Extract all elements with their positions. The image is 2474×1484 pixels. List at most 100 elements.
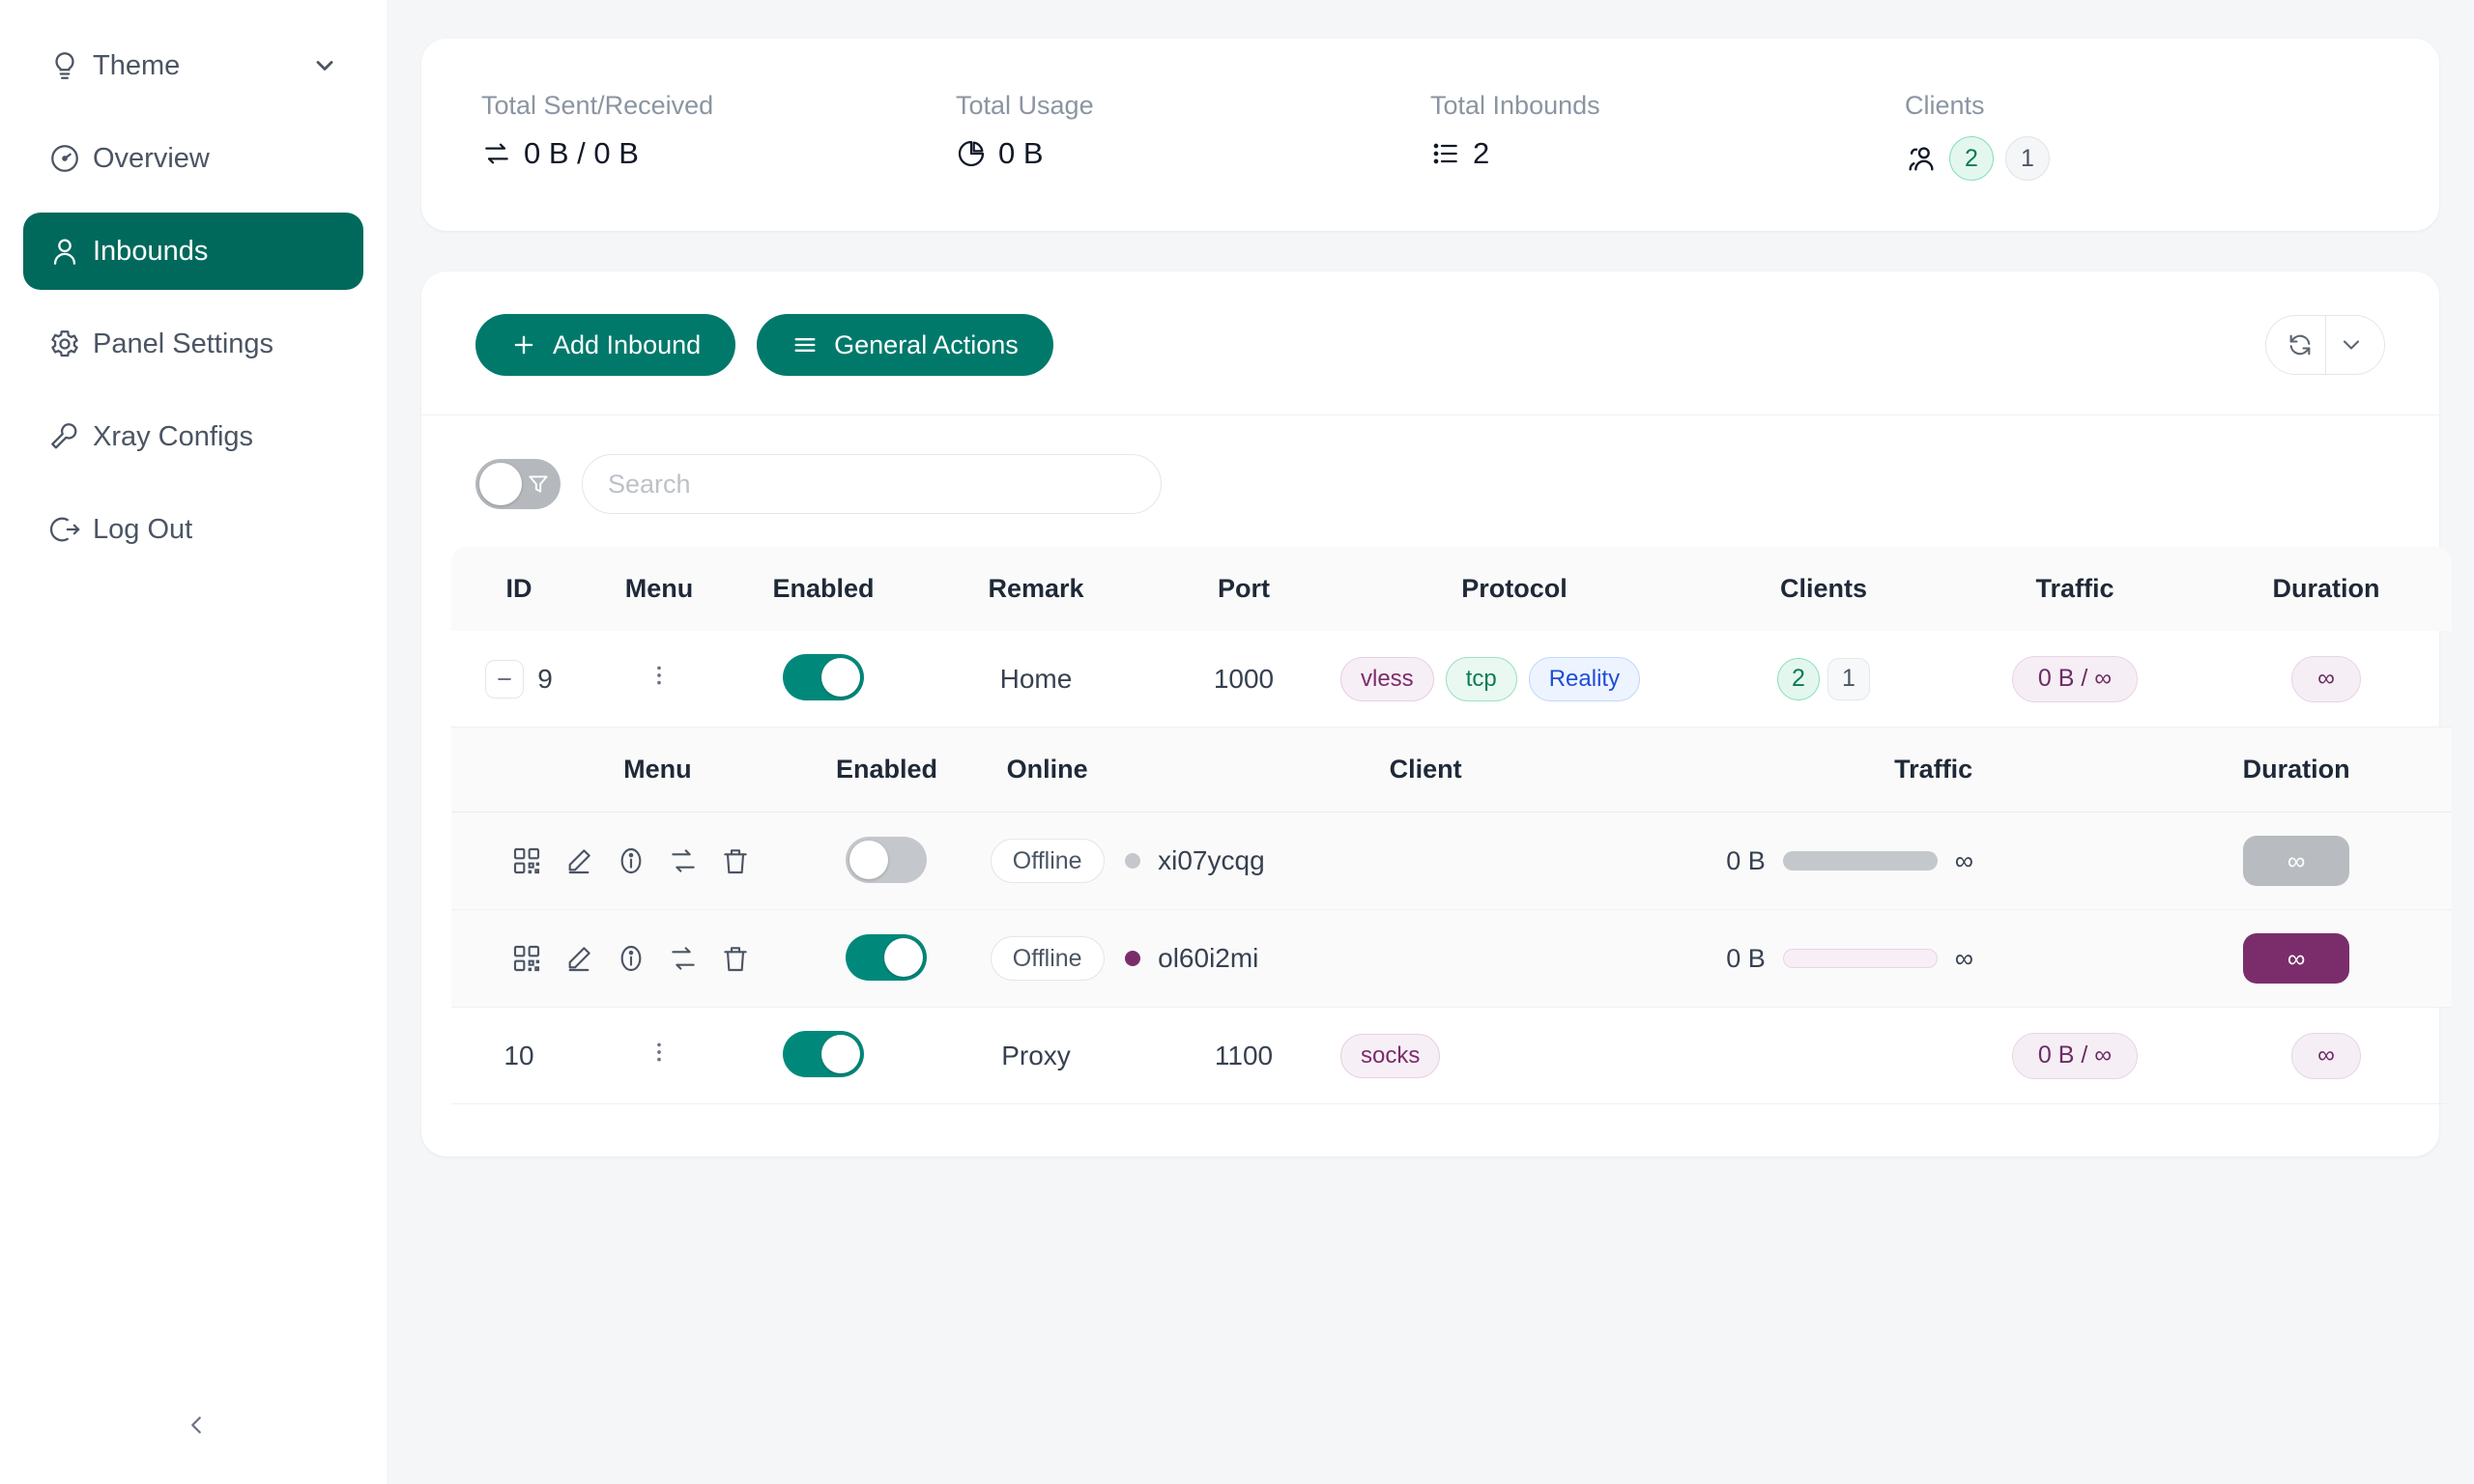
clients-total-badge[interactable]: 1: [1827, 657, 1870, 700]
cell-duration: ∞: [2201, 631, 2452, 728]
cell-clients: 2 1: [1698, 631, 1949, 728]
cell-client-online: Offline: [969, 909, 1126, 1008]
clients-online-badge[interactable]: 2: [1777, 657, 1820, 700]
pie-chart-icon: [956, 138, 987, 169]
expanded-clients-cell: Menu Enabled Online Client Traffic Durat…: [451, 728, 2452, 1008]
qrcode-icon[interactable]: [511, 943, 542, 974]
stat-value: 0 B: [998, 136, 1044, 170]
duration-badge: ∞: [2291, 655, 2361, 702]
sidebar-item-panel-settings[interactable]: Panel Settings: [23, 305, 363, 383]
refresh-options-dropdown[interactable]: [2325, 315, 2385, 375]
kebab-icon[interactable]: [647, 1038, 672, 1067]
protocol-tag: socks: [1340, 1033, 1441, 1078]
cell-traffic: 0 B / ∞: [1949, 631, 2201, 728]
table-header-row: ID Menu Enabled Remark Port Protocol Cli…: [451, 547, 2452, 631]
stat-value-row: 2: [1430, 136, 1905, 171]
reset-icon[interactable]: [668, 943, 699, 974]
column-header-client-traffic: Traffic: [1726, 728, 2142, 813]
column-header-duration[interactable]: Duration: [2201, 547, 2452, 631]
cell-remark: Home: [915, 631, 1157, 728]
client-row[interactable]: Offline ol60i2mi: [451, 909, 2452, 1008]
column-header-traffic[interactable]: Traffic: [1949, 547, 2201, 631]
column-header-port[interactable]: Port: [1157, 547, 1331, 631]
toolbar-actions: [2265, 315, 2385, 375]
client-enabled-toggle[interactable]: [846, 933, 928, 981]
sidebar-item-inbounds[interactable]: Inbounds: [23, 213, 363, 290]
protocol-tag: tcp: [1445, 656, 1517, 701]
sidebar-item-label: Inbounds: [93, 235, 209, 267]
cell-client-actions: [451, 909, 804, 1008]
client-row[interactable]: Offline xi07ycqg: [451, 812, 2452, 910]
transfer-icon: [481, 138, 512, 169]
column-header-protocol[interactable]: Protocol: [1331, 547, 1698, 631]
reset-icon[interactable]: [668, 845, 699, 876]
chevron-down-icon[interactable]: [311, 52, 338, 79]
add-inbound-button[interactable]: Add Inbound: [475, 314, 736, 376]
cell-client-traffic: 0 B ∞: [1726, 812, 2142, 910]
stat-value: 2: [1473, 136, 1490, 170]
edit-icon[interactable]: [563, 845, 594, 876]
cell-client-traffic: 0 B ∞: [1726, 909, 2142, 1008]
add-inbound-label: Add Inbound: [553, 329, 702, 359]
sidebar-item-label: Log Out: [93, 513, 193, 545]
row-enabled-toggle[interactable]: [783, 654, 864, 700]
sidebar-item-label: Theme: [93, 49, 181, 81]
column-header-id[interactable]: ID: [451, 547, 587, 631]
stats-card: Total Sent/Received 0 B / 0 B Total Usag…: [421, 39, 2439, 231]
clients-header-row: Menu Enabled Online Client Traffic Durat…: [451, 728, 2452, 813]
sidebar-item-xray-configs[interactable]: Xray Configs: [23, 398, 363, 475]
status-dot-icon: [1125, 951, 1141, 966]
row-id: 9: [537, 663, 553, 694]
stat-label: Total Sent/Received: [481, 91, 714, 120]
table-row[interactable]: 9 Home 1000: [451, 631, 2452, 728]
bulb-icon: [48, 49, 93, 82]
delete-icon[interactable]: [720, 943, 751, 974]
info-icon[interactable]: [616, 943, 647, 974]
stat-total-usage: Total Usage 0 B: [956, 91, 1430, 181]
funnel-icon: [526, 471, 551, 497]
traffic-used: 0 B: [1726, 943, 1766, 973]
edit-icon[interactable]: [563, 943, 594, 974]
stat-label: Clients: [1905, 91, 1985, 120]
sidebar-item-theme[interactable]: Theme: [23, 27, 363, 104]
table-row[interactable]: 10 Proxy 1100: [451, 1008, 2452, 1104]
filter-toggle[interactable]: [475, 459, 561, 509]
sidebar-item-log-out[interactable]: Log Out: [23, 491, 363, 568]
clients-table-body: Offline xi07ycqg: [451, 812, 2452, 1008]
sidebar-item-label: Xray Configs: [93, 420, 254, 452]
clients-offline-badge[interactable]: 1: [2005, 136, 2050, 181]
client-name: ol60i2mi: [1158, 943, 1259, 973]
clients-online-badge[interactable]: 2: [1949, 136, 1994, 181]
cell-enabled: [732, 631, 915, 728]
qrcode-icon[interactable]: [511, 845, 542, 876]
client-enabled-toggle[interactable]: [846, 836, 928, 883]
sidebar-collapse-button[interactable]: [174, 1403, 218, 1447]
cell-client-actions: [451, 812, 804, 910]
menu-icon: [791, 331, 819, 358]
kebab-icon[interactable]: [647, 661, 672, 690]
stat-label: Total Usage: [956, 91, 1094, 120]
row-enabled-toggle[interactable]: [783, 1031, 864, 1077]
search-row: [421, 415, 2439, 547]
traffic-progress-bar: [1782, 851, 1938, 870]
toggle-knob: [479, 463, 522, 505]
delete-icon[interactable]: [720, 845, 751, 876]
column-header-enabled[interactable]: Enabled: [732, 547, 915, 631]
general-actions-button[interactable]: General Actions: [757, 314, 1053, 376]
column-header-clients[interactable]: Clients: [1698, 547, 1949, 631]
refresh-button[interactable]: [2265, 315, 2325, 375]
users-icon: [1905, 142, 1938, 175]
column-header-menu[interactable]: Menu: [587, 547, 732, 631]
cell-protocol: vless tcp Reality: [1331, 631, 1698, 728]
column-header-client-enabled: Enabled: [803, 728, 970, 813]
cell-client-enabled: [803, 812, 970, 910]
info-icon[interactable]: [616, 845, 647, 876]
search-input[interactable]: [582, 454, 1162, 514]
duration-badge: ∞: [2291, 1032, 2361, 1079]
sidebar-item-overview[interactable]: Overview: [23, 120, 363, 197]
expanded-clients-row: Menu Enabled Online Client Traffic Durat…: [451, 728, 2452, 1008]
column-header-remark[interactable]: Remark: [915, 547, 1157, 631]
row-id: 10: [503, 1040, 534, 1070]
collapse-row-button[interactable]: [485, 659, 525, 699]
cell-port: 1000: [1157, 631, 1331, 728]
